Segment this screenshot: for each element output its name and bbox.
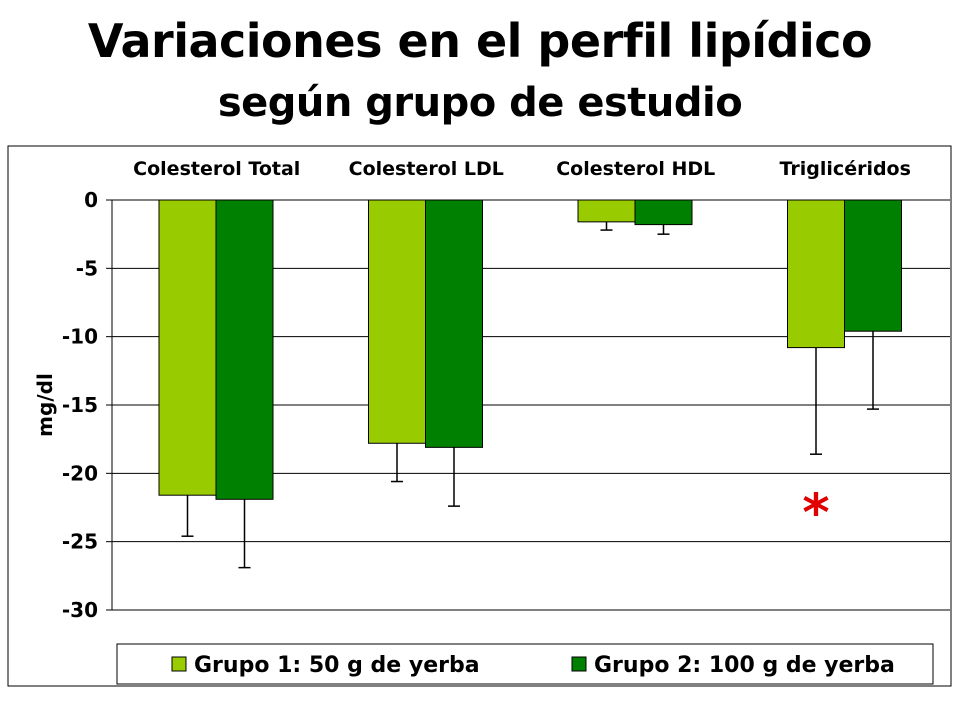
bar (634, 199, 693, 226)
legend-swatch (571, 656, 587, 672)
y-tick-label: -15 (62, 393, 98, 417)
category-label: Colesterol Total (133, 158, 300, 180)
legend-label: Grupo 2: 100 g de yerba (594, 653, 895, 678)
legend-label: Grupo 1: 50 g de yerba (194, 653, 480, 678)
y-tick-label: -30 (62, 598, 98, 622)
bars (158, 199, 902, 500)
category-label: Colesterol HDL (556, 158, 715, 180)
error-bars (181, 221, 879, 569)
bar (844, 199, 902, 332)
bar (215, 199, 274, 500)
y-tick-label: -5 (76, 256, 98, 280)
bar (577, 199, 636, 223)
category-labels: Colesterol Total Colesterol LDL Colesterol… (133, 158, 911, 180)
annotations: * (802, 484, 829, 544)
bar (158, 199, 217, 496)
category-label: Triglicéridos (780, 158, 911, 180)
legend-swatch (171, 656, 187, 672)
legend: Grupo 1: 50 g de yerba Grupo 2: 100 g de … (116, 643, 934, 685)
y-tick-label: -10 (62, 325, 98, 349)
category-label: Colesterol LDL (349, 158, 504, 180)
y-tick-label: 0 (84, 188, 98, 212)
y-axis: 0 -5 -10 -15 -20 -25 -30 (62, 188, 113, 622)
bar (787, 199, 845, 349)
legend-box (116, 643, 934, 685)
chart-title-line-2: según grupo de estudio (217, 80, 743, 126)
significance-asterisk: * (802, 484, 829, 544)
bar (425, 199, 483, 448)
bar (368, 199, 426, 444)
y-tick-label: -25 (62, 530, 98, 554)
y-tick-label: -20 (62, 461, 98, 485)
y-axis-label: mg/dl (33, 373, 57, 437)
chart-title-line-1: Variaciones en el perfil lipídico (87, 14, 873, 68)
